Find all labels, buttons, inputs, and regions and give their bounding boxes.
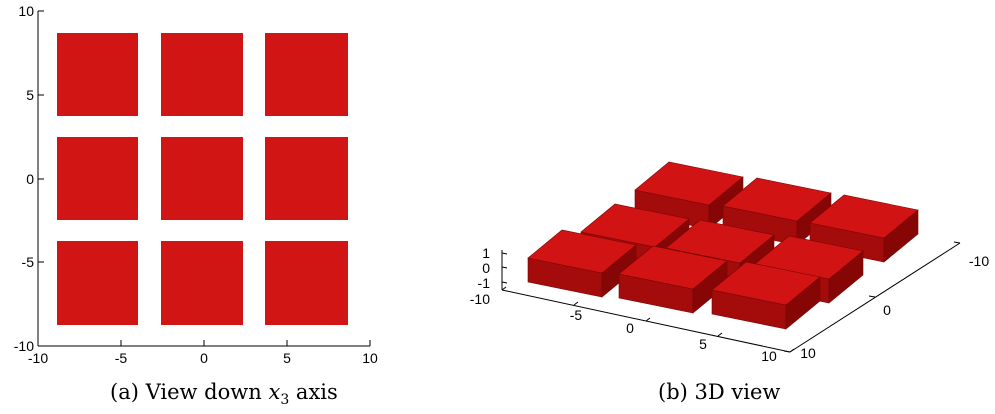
block-top-view xyxy=(57,137,138,220)
panel-a-xtick-label: 0 xyxy=(200,350,208,366)
block-top-face xyxy=(527,229,637,274)
panel-b-xtick-label: 0 xyxy=(626,320,634,336)
block-top-face xyxy=(722,177,832,222)
block-top-view xyxy=(161,33,243,116)
panel-a-ytick-label: -10 xyxy=(14,338,34,354)
panel-a-ytick-label: 0 xyxy=(26,171,34,187)
block-top-view xyxy=(57,33,138,116)
caption-b: (b) 3D view xyxy=(658,380,781,404)
panel-a-blocks xyxy=(57,33,348,325)
caption-a: (a) View down x3 axis xyxy=(110,380,338,409)
panel-b-xtick-label: -5 xyxy=(570,307,583,323)
panel-b-xtick-label: -10 xyxy=(470,291,490,307)
block-top-view xyxy=(265,137,348,220)
panel-b-blocks xyxy=(527,161,919,330)
block-top-face xyxy=(665,219,775,264)
block-top-view xyxy=(265,33,348,116)
panel-a-xtick-label: 5 xyxy=(283,350,291,366)
panel-b-ytick-label: 10 xyxy=(800,345,816,361)
panel-a-ytick-label: 5 xyxy=(26,87,34,103)
block-top-face xyxy=(634,161,744,206)
block-top-view xyxy=(161,137,243,220)
panel-b-ztick-label: 1 xyxy=(482,245,490,261)
panel-b-ytick-label: 0 xyxy=(883,302,891,318)
block-top-face xyxy=(711,261,821,306)
block-top-view xyxy=(57,241,138,325)
panel-b-xtick-label: 5 xyxy=(699,336,707,352)
panel-b-ytick-label: -10 xyxy=(969,253,989,269)
block-top-face xyxy=(618,245,728,290)
panel-b-ztick-label: 0 xyxy=(482,260,490,276)
panel-a-ytick-label: -5 xyxy=(22,254,35,270)
panel-a-xtick-label: -10 xyxy=(28,350,48,366)
panel-b-ztick-label: -1 xyxy=(478,275,491,291)
panel-a-ytick-label: 10 xyxy=(18,3,34,19)
block-top-face xyxy=(809,194,919,239)
panel-a-plot: 10 5 0 -5 -10 -10 -5 0 5 10 xyxy=(14,3,378,366)
block-top-view xyxy=(161,241,243,325)
panel-a-xtick-label: -5 xyxy=(115,350,128,366)
panel-a-xtick-label: 10 xyxy=(362,350,378,366)
block-top-face xyxy=(580,203,690,248)
panel-b-plot: 1 0 -1 -10 -5 0 5 10 10 0 -10 xyxy=(470,161,989,364)
block-top-view xyxy=(265,241,348,325)
panel-b-xtick-label: 10 xyxy=(761,348,777,364)
